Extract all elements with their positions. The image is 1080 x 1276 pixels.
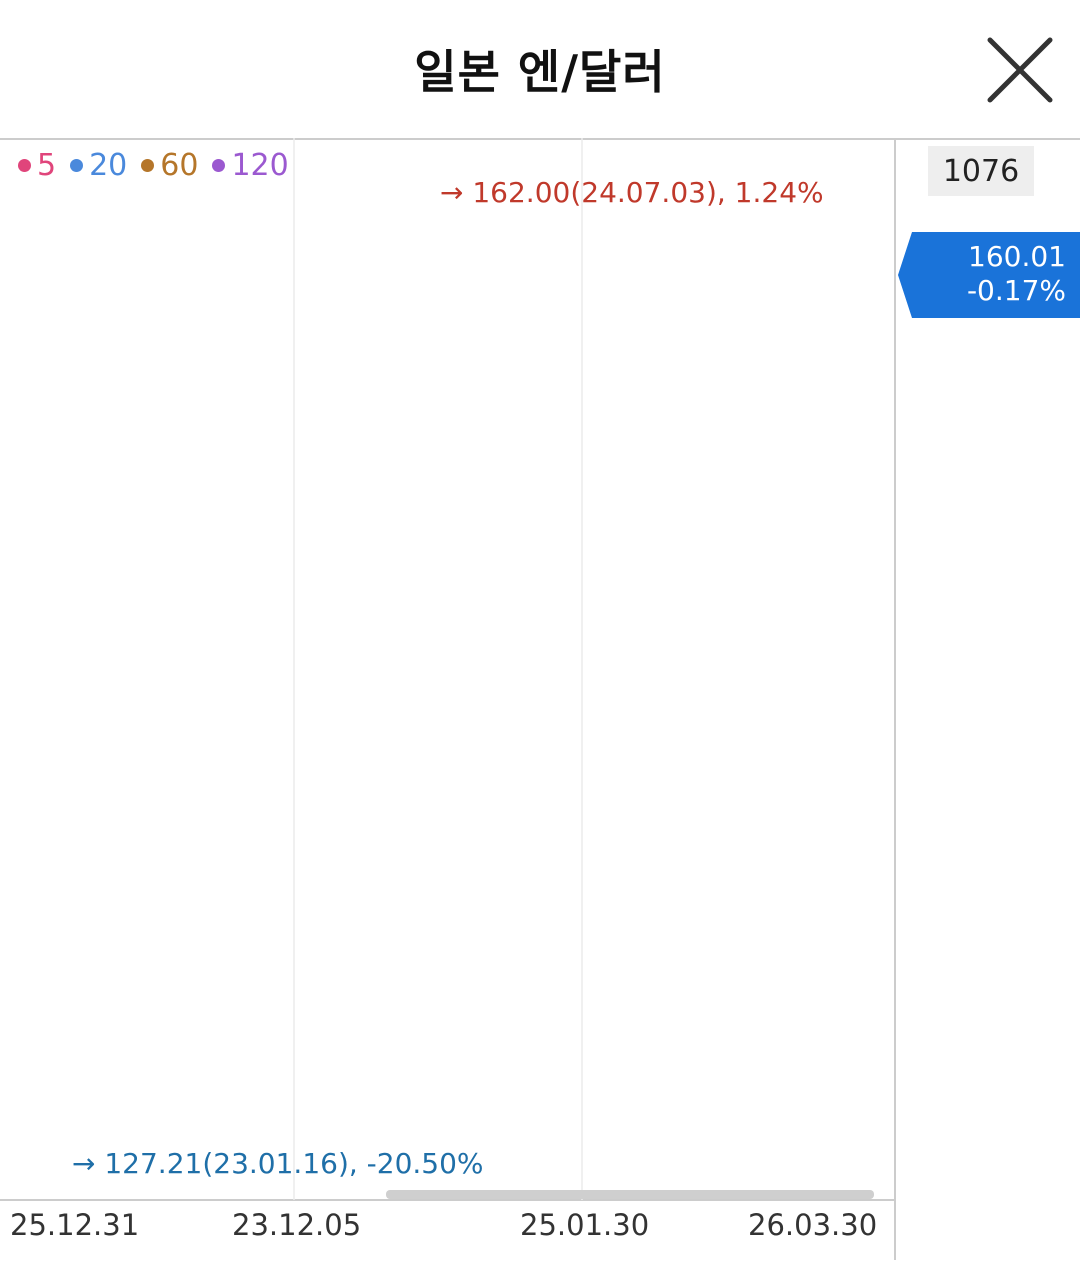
current-price-tag: 160.01 -0.17% — [898, 232, 1080, 318]
legend-dot — [70, 159, 84, 172]
x-tick-label: 25.12.31 — [10, 1208, 140, 1242]
close-icon — [987, 37, 1053, 103]
legend: 5 20 60 120 — [18, 148, 289, 183]
legend-dot — [212, 159, 226, 172]
chart-area[interactable] — [0, 138, 1080, 1276]
count-badge: 1076 — [928, 146, 1034, 196]
page-title: 일본 엔/달러 — [414, 45, 666, 99]
legend-dot — [18, 159, 31, 172]
legend-item-ma60[interactable]: 60 — [141, 148, 198, 183]
legend-item-ma5[interactable]: 5 — [18, 148, 56, 183]
price-tag-shape — [898, 232, 1080, 318]
current-change: -0.17% — [966, 274, 1066, 307]
legend-label: 60 — [160, 148, 199, 183]
price-chart[interactable] — [0, 138, 1080, 1276]
legend-item-ma20[interactable]: 20 — [70, 148, 127, 183]
legend-item-ma120[interactable]: 120 — [212, 148, 289, 183]
horizontal-scrollbar[interactable] — [386, 1190, 874, 1199]
legend-dot — [141, 159, 155, 172]
x-tick-label: 26.03.30 — [748, 1208, 878, 1242]
header: 일본 엔/달러 — [0, 0, 1080, 138]
close-button[interactable] — [984, 34, 1056, 106]
legend-label: 120 — [231, 148, 289, 183]
legend-label: 20 — [89, 148, 128, 183]
x-tick-label: 25.01.30 — [520, 1208, 650, 1242]
price-text: 160.01 -0.17% — [967, 240, 1066, 308]
min-annotation: → 127.21(23.01.16), -20.50% — [72, 1147, 484, 1180]
max-annotation: → 162.00(24.07.03), 1.24% — [440, 176, 824, 209]
x-tick-label: 23.12.05 — [232, 1208, 362, 1242]
legend-label: 5 — [37, 148, 57, 183]
current-price: 160.01 — [968, 240, 1066, 273]
